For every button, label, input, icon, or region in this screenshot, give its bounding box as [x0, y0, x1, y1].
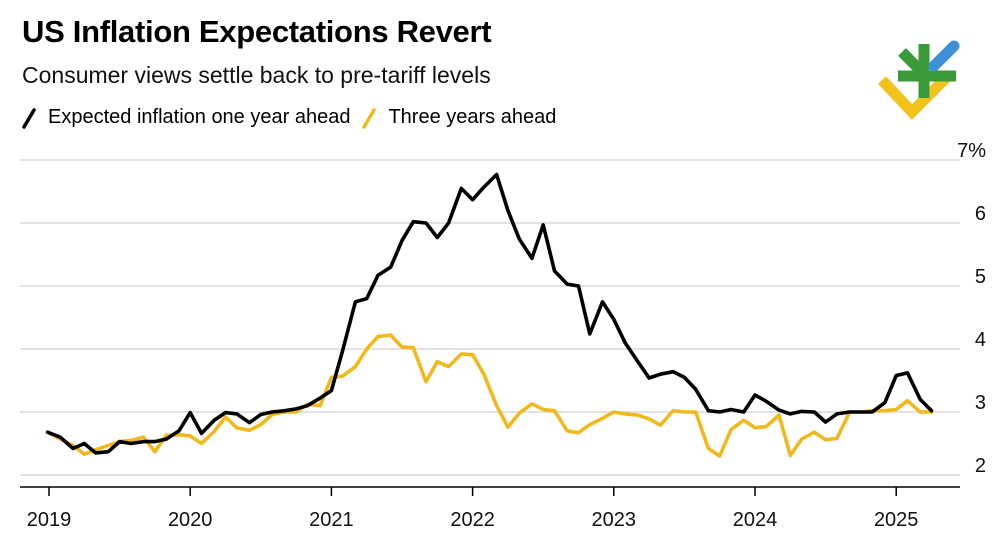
x-tick-label-2023: 2023 [592, 509, 637, 531]
chart-title: US Inflation Expectations Revert [22, 14, 492, 49]
y-tick-label-4: 4 [975, 329, 986, 351]
legend: Expected inflation one year ahead Three … [22, 106, 568, 129]
legend-swatch-three-year [362, 107, 377, 129]
legend-label-three-year: Three years ahead [388, 106, 557, 128]
legend-item-one-year: Expected inflation one year ahead [22, 106, 350, 129]
brand-logo-icon [872, 36, 968, 128]
y-tick-label-3: 3 [975, 392, 986, 414]
legend-label-one-year: Expected inflation one year ahead [48, 106, 351, 128]
legend-swatch-one-year [22, 107, 36, 129]
legend-item-three-year: Three years ahead [362, 106, 556, 129]
y-tick-label-5: 5 [975, 266, 986, 288]
series-line-three-year [45, 333, 934, 458]
series-line-one-year [45, 172, 934, 455]
x-tick-label-2022: 2022 [450, 509, 495, 531]
x-tick-label-2020: 2020 [168, 509, 213, 531]
y-tick-label-6: 6 [975, 203, 986, 225]
chart-subtitle: Consumer views settle back to pre-tariff… [22, 62, 491, 88]
x-tick-label-2021: 2021 [309, 509, 354, 531]
y-tick-label-2: 2 [975, 455, 986, 477]
y-tick-label-7: 7% [957, 140, 986, 162]
x-tick-label-2025: 2025 [874, 509, 919, 531]
x-tick-label-2019: 2019 [27, 509, 72, 531]
x-tick-label-2024: 2024 [733, 509, 778, 531]
